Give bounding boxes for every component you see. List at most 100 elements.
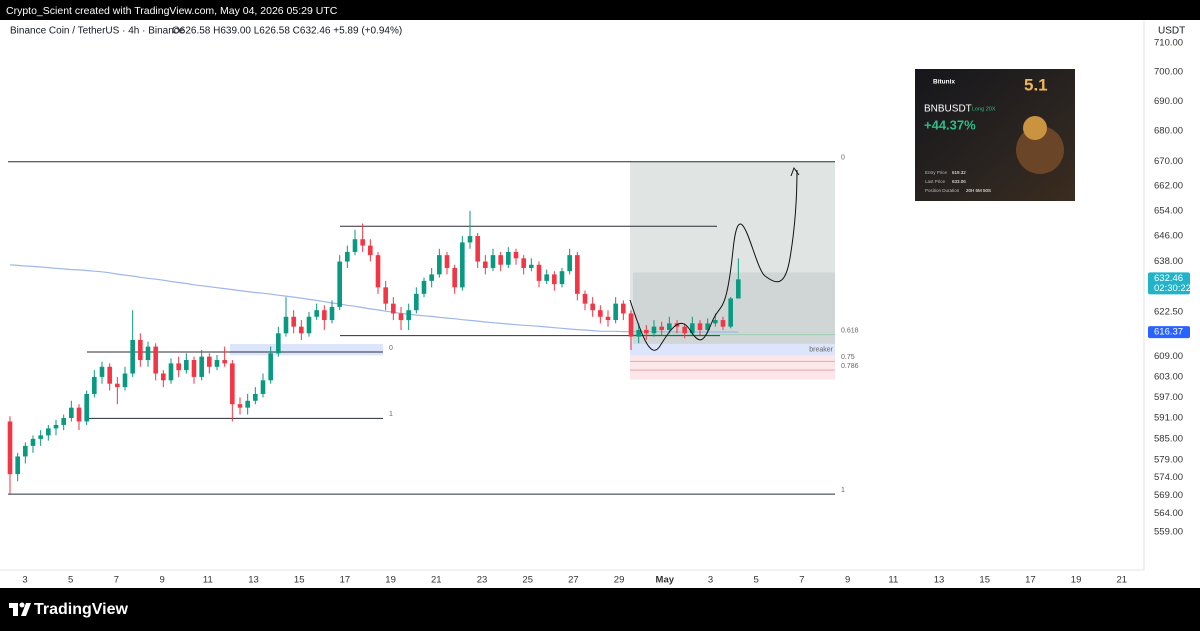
- y-tick-label: 662.00: [1154, 181, 1183, 192]
- y-tick-label: 564.00: [1154, 508, 1183, 519]
- candle-body: [659, 326, 664, 330]
- candle-body: [260, 380, 266, 394]
- y-tick-label: 680.00: [1154, 126, 1183, 137]
- level-label: 1: [841, 487, 845, 494]
- candle-body: [15, 456, 20, 475]
- top-bar: [0, 0, 1200, 20]
- candle-body: [529, 264, 534, 268]
- candle-body: [153, 346, 158, 374]
- candle-body: [191, 360, 197, 377]
- x-tick-label: 9: [845, 575, 850, 586]
- level-label: 0.786: [841, 363, 859, 370]
- ohlc: O626.58 H639.00 L626.58 C632.46 +5.89 (+…: [172, 26, 402, 37]
- axes: 710.00 700.00 690.00 680.00 670.00 662.00 654.…: [22, 37, 1191, 585]
- candle-body: [306, 316, 312, 334]
- candle-body: [475, 236, 480, 262]
- candle-body: [368, 245, 373, 256]
- x-tick-label: 29: [614, 575, 625, 586]
- candle-body: [237, 404, 243, 408]
- candle-body: [53, 424, 59, 429]
- candle-body: [391, 303, 396, 314]
- ad-card: Bitunix 5.1 BNBUSDT Long 20X +44.37% Ent…: [915, 69, 1075, 201]
- candle-body: [291, 316, 296, 327]
- candle-body: [322, 310, 327, 321]
- candle-body: [651, 326, 657, 334]
- candle-body: [61, 418, 66, 425]
- candle-body: [314, 310, 319, 317]
- last-price: 632.46: [1154, 273, 1183, 284]
- candle-body: [337, 261, 342, 307]
- candle-body: [184, 360, 189, 371]
- candle-body: [138, 339, 143, 361]
- candle-body: [644, 329, 649, 334]
- candle-body: [230, 363, 235, 405]
- candle-body: [498, 255, 503, 265]
- x-tick-label: 11: [888, 575, 898, 586]
- candle-body: [552, 274, 557, 285]
- x-tick-label: 21: [1117, 575, 1128, 586]
- zone: [630, 343, 835, 356]
- candle-body: [23, 445, 28, 457]
- level-label: 0: [841, 155, 845, 162]
- candle-body: [690, 323, 695, 334]
- candle-body: [176, 363, 181, 371]
- y-tick-label: 690.00: [1154, 96, 1183, 107]
- candle-body: [490, 255, 496, 268]
- ma-badge: [1148, 326, 1190, 339]
- ad-duration: 20H 6M 50S: [966, 188, 991, 193]
- x-tick-label: 13: [248, 575, 259, 586]
- y-tick-label: 559.00: [1154, 526, 1183, 537]
- x-tick-label: 9: [159, 575, 164, 586]
- candle-body: [720, 320, 726, 327]
- countdown: 02:30:22: [1154, 283, 1191, 294]
- candle-body: [398, 313, 404, 321]
- candle-body: [92, 376, 97, 394]
- candle-body: [667, 323, 672, 330]
- candles: [7, 210, 741, 494]
- ad-badge: 5.1: [1024, 75, 1048, 94]
- ad-side: Long 20X: [972, 106, 996, 112]
- candle-body: [383, 287, 388, 304]
- candle-body: [460, 242, 465, 288]
- candle-body: [736, 279, 741, 299]
- x-tick-label: May: [656, 575, 675, 586]
- candle-body: [513, 251, 519, 259]
- y-tick-label: 710.00: [1154, 37, 1183, 48]
- x-tick-label: 15: [294, 575, 305, 586]
- x-tick-label: 17: [1025, 575, 1036, 586]
- x-tick-label: 7: [799, 575, 804, 586]
- y-tick-label: 654.00: [1154, 205, 1183, 216]
- candle-body: [168, 363, 174, 381]
- y-tick-label: 603.00: [1154, 371, 1183, 382]
- candle-body: [713, 320, 718, 324]
- candle-body: [536, 264, 542, 281]
- x-tick-label: 27: [568, 575, 579, 586]
- candle-body: [636, 329, 641, 337]
- candle-body: [467, 236, 473, 243]
- candle-body: [207, 356, 212, 367]
- candle-body: [214, 360, 220, 367]
- candle-body: [697, 323, 703, 330]
- candle-body: [705, 323, 710, 330]
- candle-body: [352, 239, 358, 252]
- x-tick-label: 5: [68, 575, 73, 586]
- y-tick-label: 670.00: [1154, 156, 1183, 167]
- zone: [230, 343, 383, 356]
- zone-label: breaker: [809, 346, 833, 353]
- credit: Crypto_Scient created with TradingView.c…: [6, 5, 338, 17]
- projection-curve: [629, 169, 798, 351]
- y-tick-label: 622.50: [1154, 306, 1183, 317]
- moving-average: [9, 264, 739, 333]
- currency: USDT: [1158, 26, 1185, 37]
- candle-body: [199, 356, 204, 377]
- level-label: 0: [389, 345, 393, 352]
- candle-body: [329, 306, 335, 321]
- x-tick-label: 15: [979, 575, 990, 586]
- brand-logo: [9, 602, 31, 616]
- candle-body: [145, 346, 151, 361]
- candle-body: [30, 438, 36, 446]
- x-tick-label: 7: [114, 575, 119, 586]
- candle-body: [582, 293, 588, 304]
